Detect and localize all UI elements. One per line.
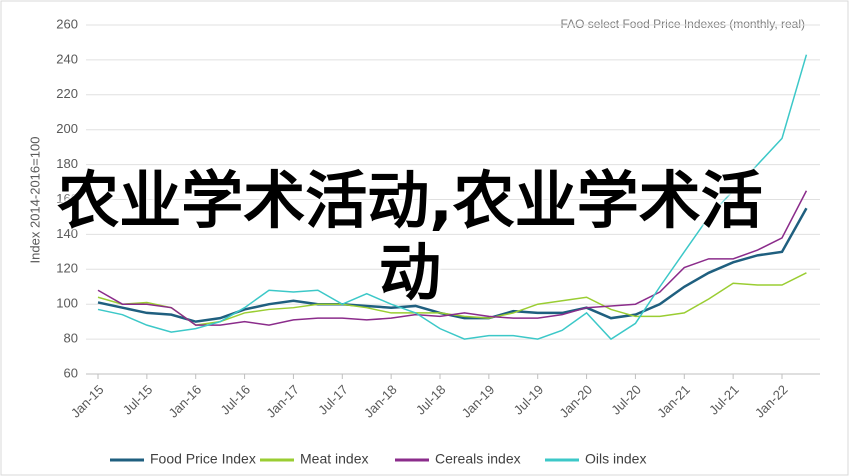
chart-title: FAO select Food Price Indexes (monthly, … <box>560 17 805 31</box>
x-tick-label: Jul-21 <box>706 382 742 418</box>
x-tick-label: Jan-18 <box>361 382 400 421</box>
y-tick-label: 100 <box>56 296 78 311</box>
y-tick-label: 60 <box>64 365 78 380</box>
y-tick-label: 160 <box>56 191 78 206</box>
series-line <box>97 207 808 323</box>
series-line <box>97 190 808 326</box>
y-tick-label: 220 <box>56 86 78 101</box>
x-tick-label: Jan-22 <box>752 382 791 421</box>
y-tick-label: 80 <box>64 331 78 346</box>
x-tick-label: Jan-19 <box>459 382 498 421</box>
x-tick-label: Jul-18 <box>413 382 449 418</box>
y-tick-label: 180 <box>56 156 78 171</box>
x-tick-label: Jan-15 <box>68 382 107 421</box>
y-tick-label: 120 <box>56 261 78 276</box>
legend-label: Oils index <box>585 451 646 467</box>
x-tick-label: Jan-21 <box>654 382 693 421</box>
x-tick-label: Jul-20 <box>608 382 644 418</box>
series-line <box>97 54 808 341</box>
x-tick-label: Jul-17 <box>315 382 351 418</box>
y-tick-label: 140 <box>56 226 78 241</box>
y-tick-label: 260 <box>56 16 78 31</box>
legend-label: Cereals index <box>435 451 521 467</box>
x-tick-label: Jan-17 <box>263 382 302 421</box>
x-tick-label: Jul-16 <box>217 382 253 418</box>
legend-label: Food Price Index <box>150 451 256 467</box>
legend-label: Meat index <box>300 451 368 467</box>
overlay-text: 农业学术活动,农业学术活动 <box>57 164 763 309</box>
x-tick-label: Jul-19 <box>511 382 547 418</box>
x-tick-label: Jan-16 <box>166 382 205 421</box>
y-tick-label: 240 <box>56 51 78 66</box>
x-tick-label: Jan-20 <box>556 382 595 421</box>
x-tick-label: Jul-15 <box>120 382 156 418</box>
y-axis-label: Index 2014-2016=100 <box>27 137 42 264</box>
y-tick-label: 200 <box>56 121 78 136</box>
